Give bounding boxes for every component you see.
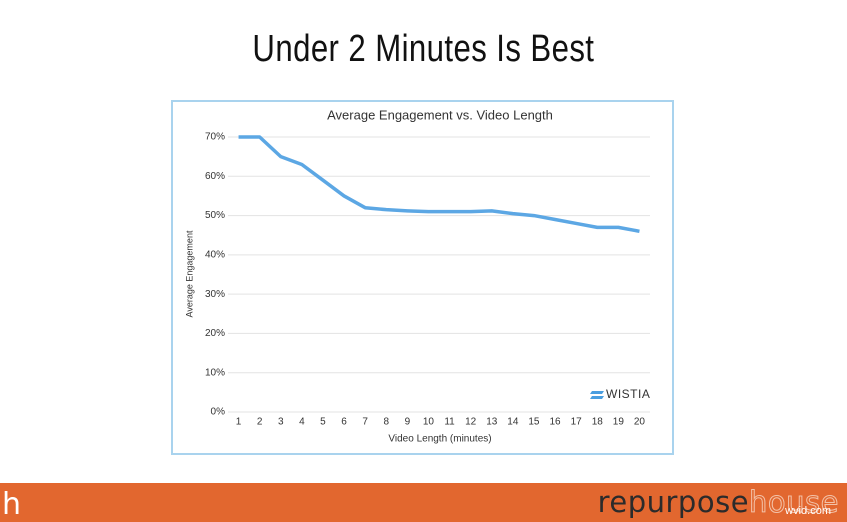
x-tick-label: 6 [341, 417, 347, 428]
brand: repurposehouse [597, 485, 839, 520]
y-tick-label: 0% [211, 407, 226, 418]
brand-main: repurpose [597, 485, 750, 519]
chart-frame [171, 100, 674, 455]
y-tick-label: 60% [205, 171, 225, 182]
x-tick-label: 18 [592, 417, 604, 428]
x-tick-label: 8 [383, 417, 389, 428]
wistia-icon [590, 391, 604, 399]
x-tick-label: 4 [299, 417, 305, 428]
footer: h repurposehouse wvid.com [0, 483, 847, 522]
footer-logo: h [2, 487, 22, 522]
wistia-logo: WISTIA [590, 387, 650, 401]
x-tick-label: 12 [465, 417, 477, 428]
watermark: wvid.com [785, 505, 831, 517]
y-axis-label: Average Engagement [184, 230, 194, 317]
x-tick-label: 16 [549, 417, 561, 428]
data-line [238, 135, 640, 234]
y-tick-label: 50% [205, 210, 225, 221]
slide-title: Under 2 Minutes Is Best [252, 28, 595, 70]
x-tick-label: 20 [634, 417, 646, 428]
y-tick-label: 40% [205, 249, 225, 260]
x-tick-label: 10 [423, 417, 435, 428]
x-tick-label: 5 [320, 417, 326, 428]
x-axis-label: Video Length (minutes) [388, 434, 491, 445]
brand-accent: house [749, 485, 839, 520]
x-tick-label: 15 [528, 417, 540, 428]
x-tick-label: 19 [613, 417, 625, 428]
y-tick-label: 10% [205, 367, 225, 378]
y-tick-label: 20% [205, 328, 225, 339]
x-tick-label: 17 [571, 417, 583, 428]
chart-title: Average Engagement vs. Video Length [327, 107, 553, 122]
y-tick-label: 30% [205, 289, 225, 300]
x-tick-label: 9 [405, 417, 411, 428]
x-tick-label: 11 [444, 417, 455, 428]
y-tick-label: 70% [205, 132, 225, 143]
x-tick-label: 13 [486, 417, 498, 428]
wistia-text: WISTIA [606, 387, 650, 401]
x-tick-label: 1 [236, 417, 242, 428]
x-tick-label: 2 [257, 417, 263, 428]
x-tick-label: 3 [278, 417, 284, 428]
x-tick-label: 7 [362, 417, 368, 428]
x-tick-label: 14 [507, 417, 519, 428]
